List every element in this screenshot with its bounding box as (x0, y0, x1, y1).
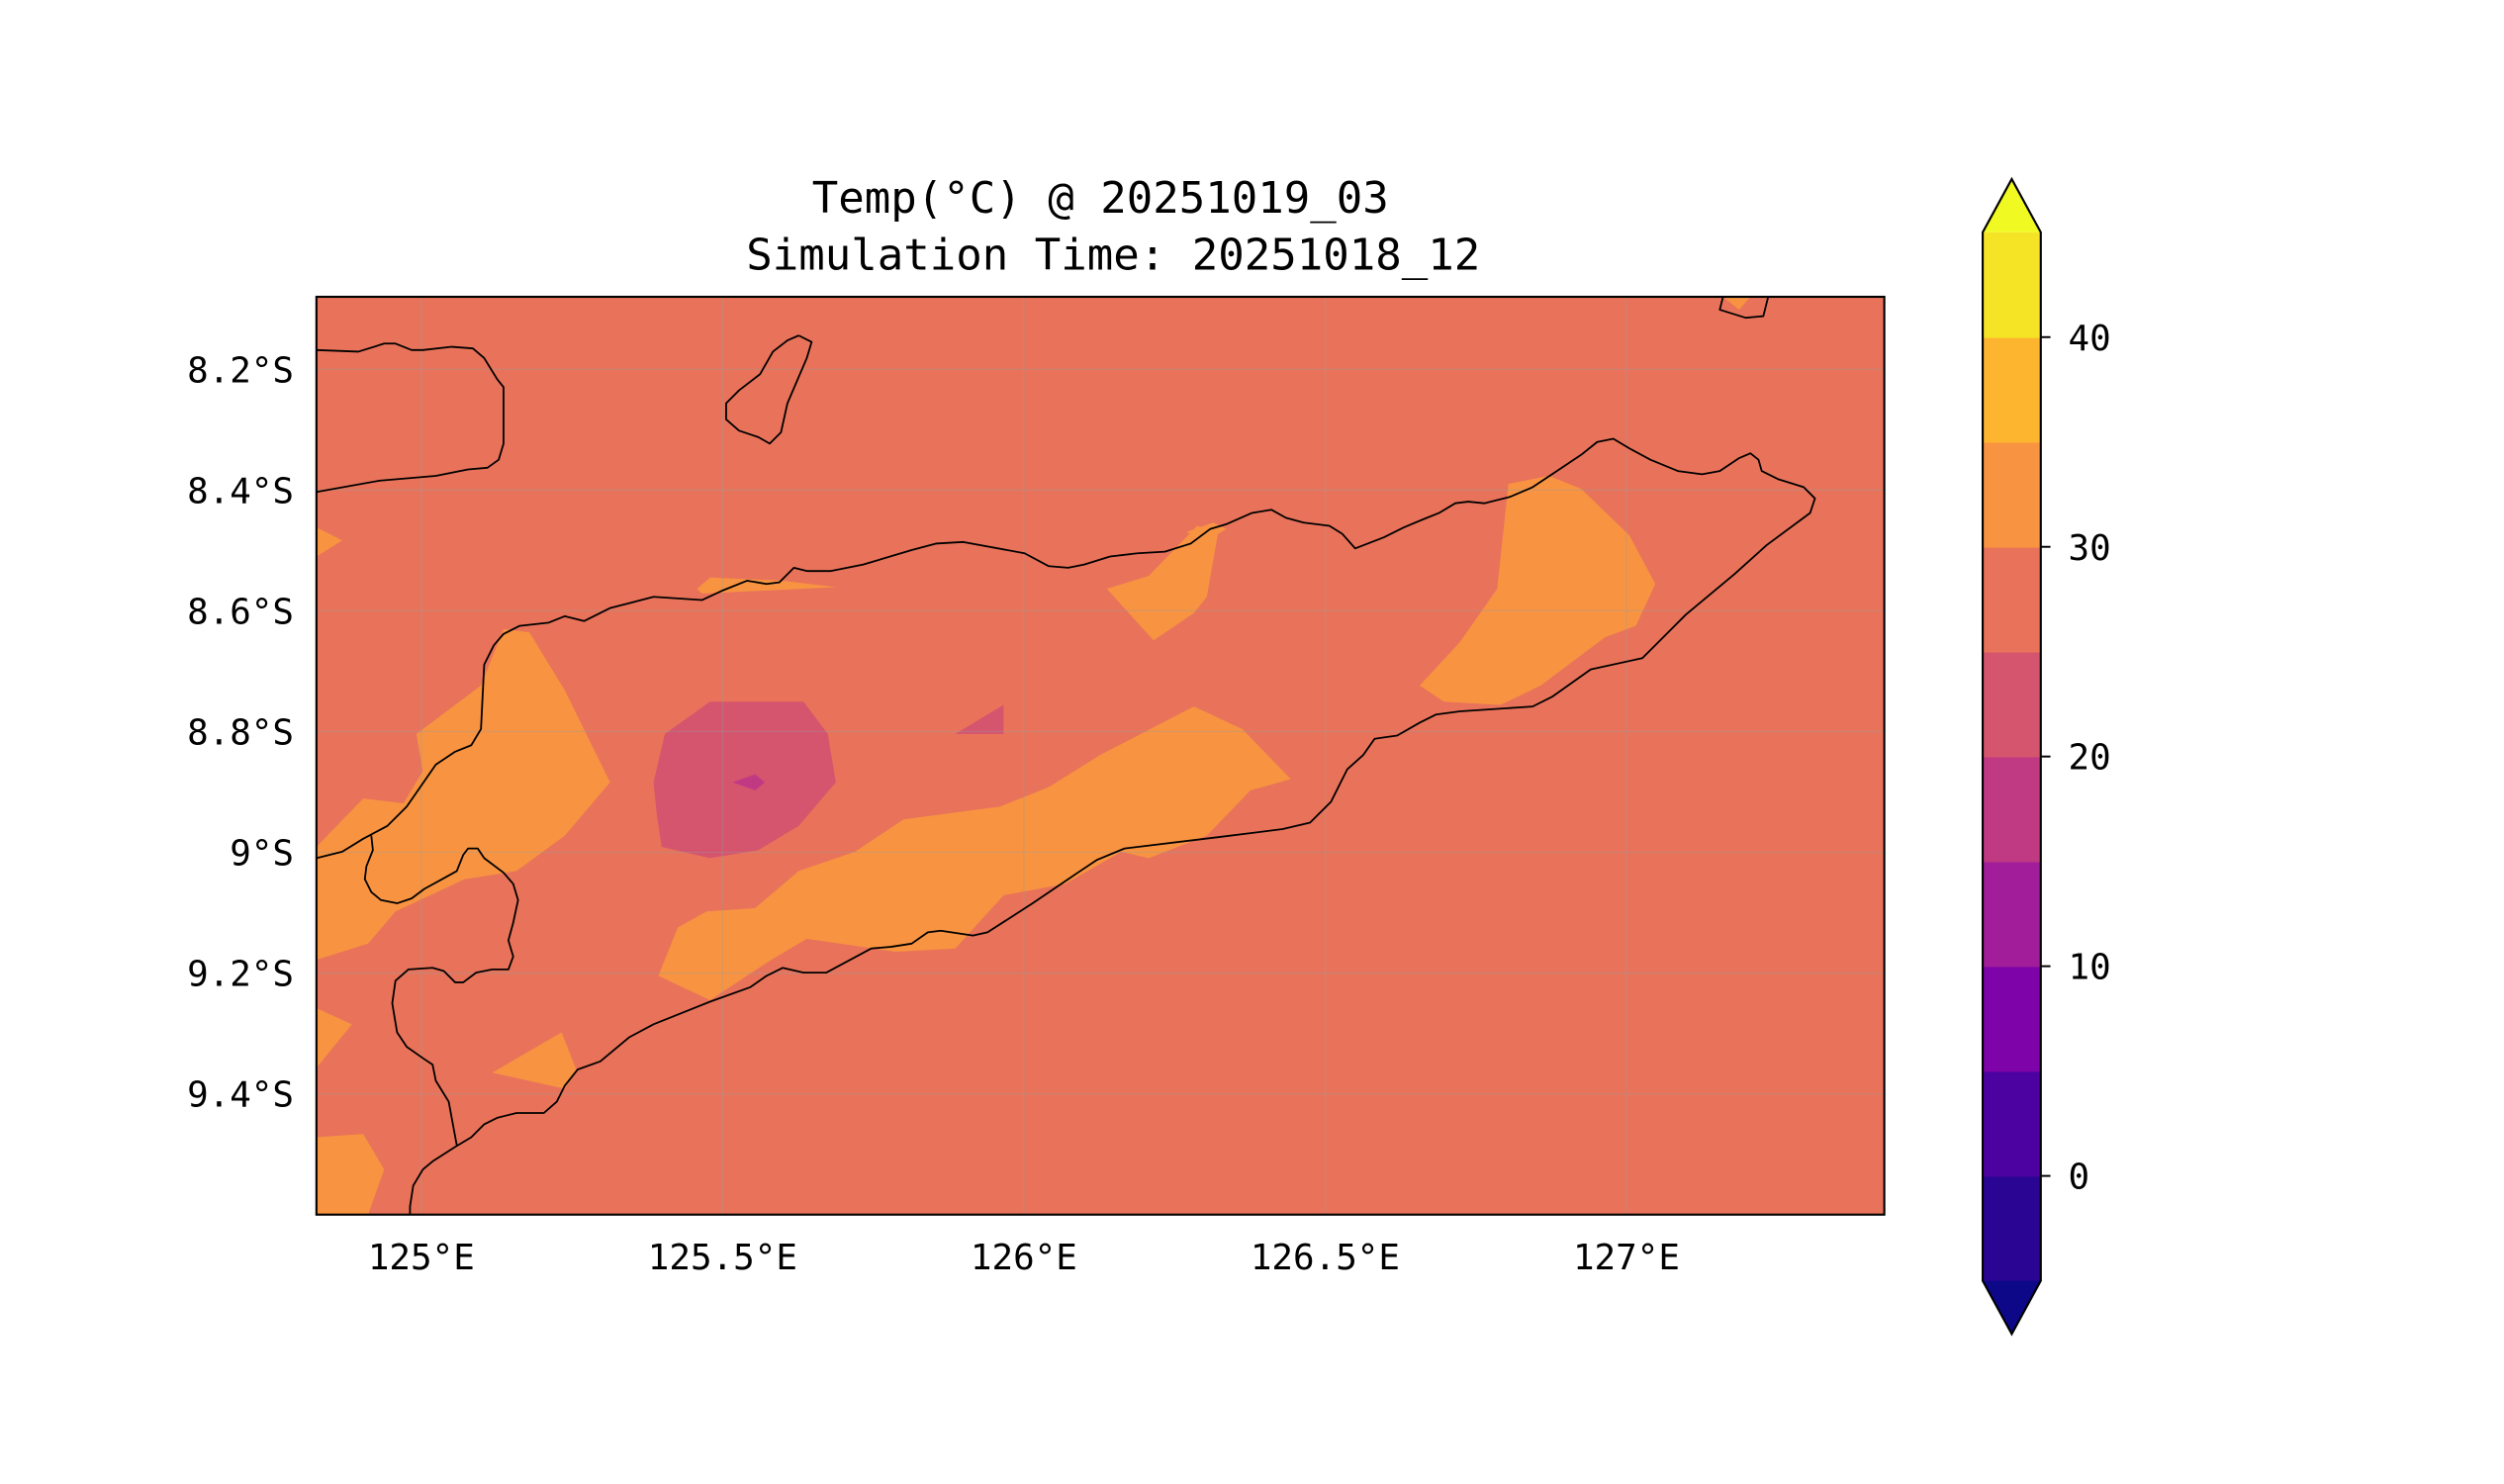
x-axis-ticks: 125°E 125.5°E 126°E 126.5°E 127°E (368, 1238, 1680, 1278)
contour-region-8 (492, 1032, 577, 1089)
y-tick-label: 8.4°S (187, 471, 294, 511)
x-tick-label: 126.5°E (1251, 1238, 1400, 1278)
colorbar-segment (1983, 441, 2041, 548)
colorbar-segment (1983, 651, 2041, 758)
colorbar-segment (1983, 1175, 2041, 1282)
y-tick-label: 8.8°S (187, 712, 294, 753)
colorbar-segment (1983, 1070, 2041, 1177)
colorbar-segment (1983, 756, 2041, 863)
y-tick-label: 8.6°S (187, 592, 294, 632)
y-tick-label: 9°S (230, 834, 294, 875)
colorbar-segment (1983, 861, 2041, 968)
colorbar-extend-low (1983, 1280, 2041, 1335)
coastline (316, 342, 505, 494)
colorbar-tick-label: 20 (2069, 738, 2111, 779)
contour-region-3 (1420, 475, 1656, 705)
x-tick-label: 127°E (1573, 1238, 1680, 1278)
coastline (1718, 297, 1770, 320)
chart-title-line1: Temp(°C) @ 20251019_03 (812, 173, 1389, 224)
y-tick-label: 9.2°S (187, 955, 294, 995)
y-axis-ticks: 8.2°S 8.4°S 8.6°S 8.8°S 9°S 9.2°S 9.4°S (187, 350, 294, 1115)
contour-region-5 (316, 527, 342, 557)
colorbar-tick-label: 0 (2069, 1158, 2090, 1198)
contour-region-13 (732, 774, 766, 790)
colorbar-segment (1983, 966, 2041, 1072)
contour-region-4 (696, 577, 836, 594)
colorbar-segment (1983, 232, 2041, 338)
colorbar-segment (1983, 546, 2041, 653)
colorbar: 0 10 20 30 40 (1982, 176, 2111, 1337)
x-tick-label: 125.5°E (648, 1238, 797, 1278)
colorbar-tick-label: 10 (2069, 948, 2111, 988)
gridlines (316, 297, 1885, 1215)
temperature-contours (316, 297, 1751, 1215)
coastline (725, 334, 813, 445)
colorbar-outline (1982, 176, 2042, 1337)
contour-region-1 (658, 706, 1291, 1000)
colorbar-tick-label: 30 (2069, 528, 2111, 569)
contour-region-6 (316, 1008, 352, 1068)
contour-region-12 (955, 704, 1004, 734)
contour-region-0 (316, 628, 610, 961)
y-tick-label: 9.4°S (187, 1075, 294, 1116)
contour-region-9 (1722, 297, 1751, 311)
colorbar-extend-high (1983, 178, 2041, 232)
x-tick-label: 125°E (368, 1238, 475, 1278)
colorbar-tick-label: 40 (2069, 319, 2111, 359)
coastline (363, 835, 519, 1146)
coastlines (316, 297, 1816, 1215)
plot-frame (315, 295, 1886, 1216)
coastline (316, 437, 1816, 1215)
chart-title-line2: Simulation Time: 20251018_12 (746, 230, 1480, 280)
contour-region-2 (1106, 525, 1219, 641)
x-tick-label: 126°E (971, 1238, 1077, 1278)
colorbar-segment (1983, 336, 2041, 443)
y-tick-label: 8.2°S (187, 350, 294, 391)
contour-region-7 (316, 1134, 385, 1215)
map-plot-area (315, 295, 1886, 1216)
